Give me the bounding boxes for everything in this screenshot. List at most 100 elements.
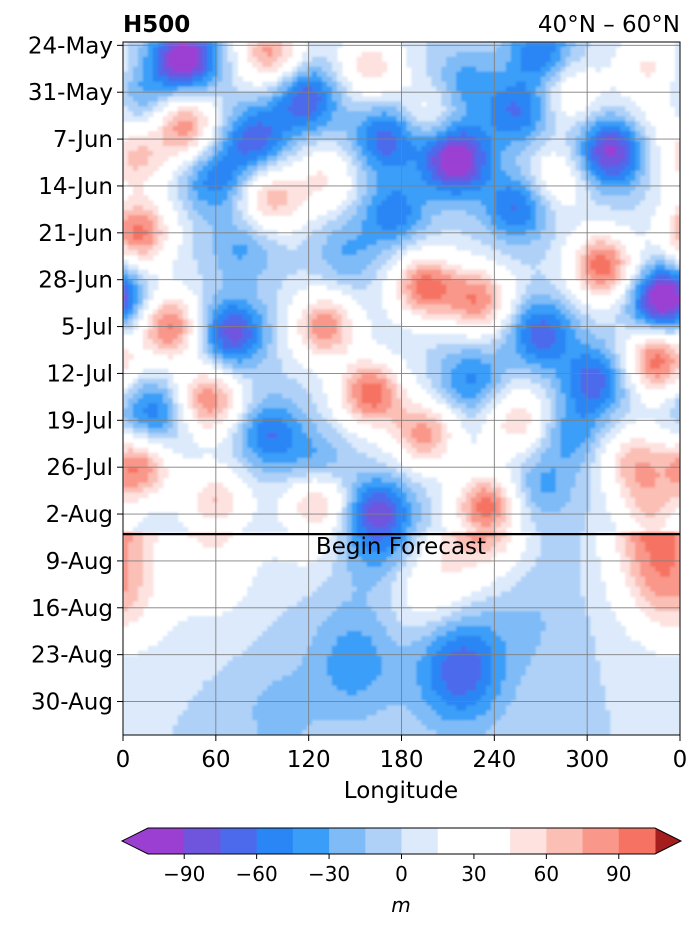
anomaly-cell <box>501 131 507 137</box>
anomaly-cell <box>133 87 139 93</box>
anomaly-cell <box>128 42 134 48</box>
anomaly-cell <box>193 57 199 63</box>
anomaly-cell <box>217 47 223 53</box>
anomaly-cell <box>615 146 621 152</box>
anomaly-cell <box>590 255 596 261</box>
anomaly-cell <box>357 116 363 122</box>
anomaly-cell <box>208 210 214 216</box>
anomaly-cell <box>357 176 363 182</box>
anomaly-cell <box>372 205 378 211</box>
anomaly-cell <box>586 245 592 251</box>
anomaly-cell <box>128 87 134 93</box>
anomaly-cell <box>362 176 368 182</box>
anomaly-cell <box>491 141 497 147</box>
anomaly-cell <box>163 82 169 88</box>
anomaly-cell <box>521 290 527 296</box>
anomaly-cell <box>213 270 219 276</box>
anomaly-cell <box>566 210 572 216</box>
anomaly-cell <box>615 141 621 147</box>
anomaly-cell <box>158 47 164 53</box>
anomaly-cell <box>486 195 492 201</box>
anomaly-cell <box>421 270 427 276</box>
anomaly-cell <box>456 161 462 167</box>
anomaly-cell <box>123 57 129 63</box>
anomaly-cell <box>590 309 596 315</box>
anomaly-cell <box>217 131 223 137</box>
anomaly-cell <box>163 116 169 122</box>
anomaly-cell <box>247 245 253 251</box>
anomaly-cell <box>466 294 472 300</box>
anomaly-cell <box>287 72 293 78</box>
anomaly-cell <box>227 176 233 182</box>
anomaly-cell <box>526 285 532 291</box>
anomaly-cell <box>446 72 452 78</box>
anomaly-cell <box>208 314 214 320</box>
anomaly-cell <box>208 67 214 73</box>
anomaly-cell <box>610 280 616 286</box>
anomaly-cell <box>237 141 243 147</box>
anomaly-cell <box>571 225 577 231</box>
anomaly-cell <box>217 280 223 286</box>
anomaly-cell <box>247 82 253 88</box>
anomaly-cell <box>173 205 179 211</box>
anomaly-cell <box>655 250 661 256</box>
anomaly-cell <box>531 285 537 291</box>
anomaly-cell <box>521 82 527 88</box>
anomaly-cell <box>456 304 462 310</box>
anomaly-cell <box>526 265 532 271</box>
anomaly-cell <box>193 255 199 261</box>
anomaly-cell <box>387 250 393 256</box>
anomaly-cell <box>650 210 656 216</box>
anomaly-cell <box>213 181 219 187</box>
anomaly-cell <box>581 146 587 152</box>
anomaly-cell <box>163 77 169 83</box>
anomaly-cell <box>327 101 333 107</box>
anomaly-cell <box>605 106 611 112</box>
anomaly-cell <box>406 47 412 53</box>
anomaly-cell <box>486 176 492 182</box>
anomaly-cell <box>590 146 596 152</box>
anomaly-cell <box>342 225 348 231</box>
anomaly-cell <box>247 309 253 315</box>
anomaly-cell <box>516 121 522 127</box>
anomaly-cell <box>287 265 293 271</box>
anomaly-cell <box>645 270 651 276</box>
anomaly-cell <box>247 265 253 271</box>
anomaly-cell <box>377 240 383 246</box>
anomaly-cell <box>466 106 472 112</box>
anomaly-cell <box>163 314 169 320</box>
anomaly-cell <box>541 191 547 197</box>
anomaly-cell <box>541 101 547 107</box>
anomaly-cell <box>252 166 258 172</box>
anomaly-cell <box>138 299 144 305</box>
anomaly-cell <box>416 121 422 127</box>
anomaly-cell <box>337 121 343 127</box>
anomaly-cell <box>456 314 462 320</box>
anomaly-cell <box>630 121 636 127</box>
anomaly-cell <box>531 47 537 53</box>
anomaly-cell <box>645 72 651 78</box>
anomaly-cell <box>660 270 666 276</box>
anomaly-cell <box>362 121 368 127</box>
anomaly-cell <box>551 116 557 122</box>
anomaly-cell <box>337 87 343 93</box>
anomaly-cell <box>277 146 283 152</box>
anomaly-cell <box>173 265 179 271</box>
anomaly-cell <box>541 265 547 271</box>
anomaly-cell <box>486 235 492 241</box>
anomaly-cell <box>640 146 646 152</box>
anomaly-cell <box>352 106 358 112</box>
anomaly-cell <box>257 314 263 320</box>
anomaly-cell <box>526 245 532 251</box>
anomaly-cell <box>645 126 651 132</box>
anomaly-cell <box>362 156 368 162</box>
anomaly-cell <box>282 87 288 93</box>
anomaly-cell <box>411 200 417 206</box>
anomaly-cell <box>461 195 467 201</box>
anomaly-cell <box>411 62 417 68</box>
anomaly-cell <box>252 96 258 102</box>
anomaly-cell <box>203 96 209 102</box>
anomaly-cell <box>178 304 184 310</box>
anomaly-cell <box>456 62 462 68</box>
anomaly-cell <box>282 270 288 276</box>
